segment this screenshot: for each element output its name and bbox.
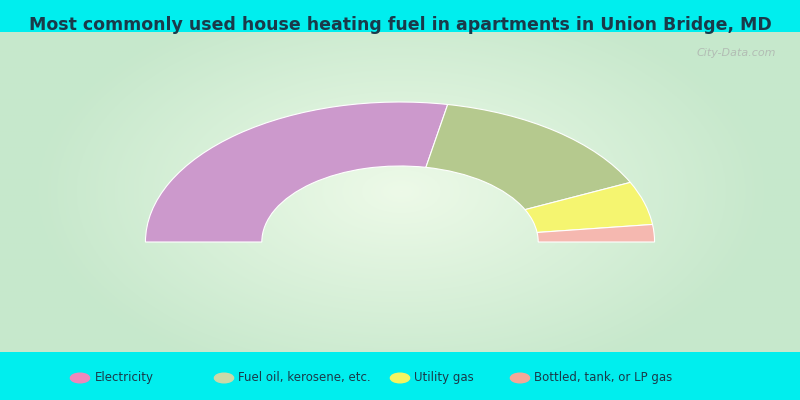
Text: Fuel oil, kerosene, etc.: Fuel oil, kerosene, etc. [238, 372, 371, 384]
Text: Utility gas: Utility gas [414, 372, 474, 384]
Text: Bottled, tank, or LP gas: Bottled, tank, or LP gas [534, 372, 673, 384]
Wedge shape [146, 102, 448, 242]
Text: Electricity: Electricity [94, 372, 154, 384]
Wedge shape [426, 104, 630, 210]
Text: City-Data.com: City-Data.com [697, 48, 776, 58]
Text: Most commonly used house heating fuel in apartments in Union Bridge, MD: Most commonly used house heating fuel in… [29, 16, 771, 34]
Wedge shape [525, 182, 653, 232]
Wedge shape [537, 224, 654, 242]
